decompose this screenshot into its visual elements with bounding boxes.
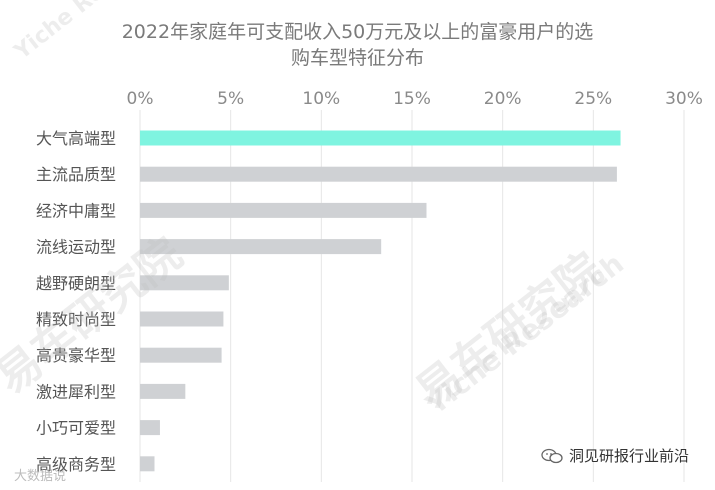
bar: [140, 202, 427, 218]
bar: [140, 383, 186, 399]
bar: [140, 130, 621, 146]
footer-brand: 洞见研报行业前沿: [541, 445, 689, 466]
bar: [140, 456, 155, 472]
category-label: 流线运动型: [36, 238, 116, 257]
x-tick-label: 0%: [127, 89, 154, 109]
category-label: 高贵豪华型: [36, 346, 116, 365]
x-tick-label: 25%: [574, 89, 612, 109]
grid-lines: [139, 110, 685, 482]
category-label: 小巧可爱型: [36, 419, 116, 438]
category-label: 精致时尚型: [36, 310, 116, 329]
bar: [140, 347, 222, 363]
bar: [140, 311, 224, 327]
x-tick-label: 20%: [484, 89, 522, 109]
category-label: 大气高端型: [36, 129, 116, 148]
corner-watermark: 大数据说: [14, 469, 67, 484]
bar: [140, 166, 617, 182]
bars: [140, 130, 621, 472]
bar: [140, 275, 229, 291]
category-label: 高级商务型: [36, 455, 116, 474]
x-axis-ticks: 0% 5% 10% 15% 20% 25% 30%: [127, 89, 703, 109]
category-label: 主流品质型: [36, 165, 116, 184]
category-label: 经济中庸型: [36, 201, 116, 220]
chart-title-line-1: 2022年家庭年可支配收入50万元及以上的富豪用户的选: [121, 21, 594, 43]
x-tick-label: 5%: [217, 89, 244, 109]
x-tick-label: 30%: [665, 89, 703, 109]
x-tick-label: 15%: [393, 89, 431, 109]
bar: [140, 239, 382, 255]
category-label: 激进犀利型: [36, 382, 116, 401]
category-label: 越野硬朗型: [36, 274, 116, 293]
wechat-icon: [541, 448, 563, 463]
bar: [140, 420, 160, 436]
chart-title-line-2: 购车型特征分布: [290, 47, 424, 69]
x-tick-label: 10%: [302, 89, 340, 109]
footer-brand-text: 洞见研报行业前沿: [568, 447, 689, 465]
category-labels: 大气高端型主流品质型经济中庸型流线运动型越野硬朗型精致时尚型高贵豪华型激进犀利型…: [36, 129, 116, 474]
